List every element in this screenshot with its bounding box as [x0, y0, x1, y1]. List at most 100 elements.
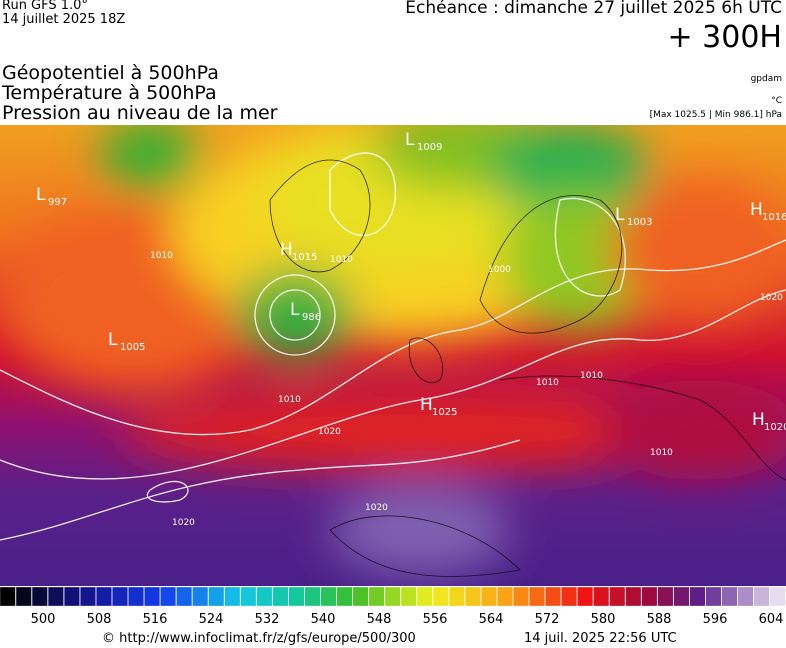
center-value: 997 [48, 197, 67, 208]
colorbar-label: 548 [367, 612, 392, 627]
color-swatch [529, 586, 545, 607]
center-letter: L [290, 300, 300, 320]
colorbar-label: 580 [591, 612, 616, 627]
color-swatch [224, 586, 241, 607]
valid-time: Echéance : dimanche 27 juillet 2025 6h U… [405, 0, 782, 18]
center-letter: H [752, 410, 765, 430]
colorbar-label: 588 [647, 612, 672, 627]
color-swatch [272, 586, 289, 607]
color-swatch [240, 586, 257, 607]
color-swatch [513, 586, 529, 607]
colorbar-label: 500 [31, 612, 56, 627]
isobar-label: 1000 [488, 265, 511, 275]
color-swatch [336, 586, 353, 607]
colorbar-label: 532 [255, 612, 280, 627]
color-swatch [160, 586, 176, 607]
color-swatch [705, 586, 722, 607]
color-swatch [384, 586, 401, 607]
center-letter: H [280, 240, 293, 260]
isobar-label: 1010 [278, 395, 301, 405]
color-swatch [256, 586, 273, 607]
color-swatch [448, 586, 465, 607]
color-swatch [208, 586, 225, 607]
color-swatch [657, 586, 674, 607]
center-letter: H [420, 395, 433, 415]
colorbar-label: 596 [703, 612, 728, 627]
color-swatch [432, 586, 449, 607]
center-value: 1009 [417, 142, 442, 153]
color-swatch [31, 586, 48, 607]
run-label: Run GFS 1.0° [2, 0, 88, 13]
lead-time: + 300H [667, 20, 783, 55]
center-value: 986 [302, 312, 321, 323]
field-title: Pression au niveau de la mer [2, 102, 278, 124]
color-swatch [769, 586, 786, 607]
color-swatch [96, 586, 112, 607]
unit-label: gpdam [750, 74, 782, 84]
color-swatch [465, 586, 481, 607]
color-swatch [545, 586, 561, 607]
colorbar-label: 572 [535, 612, 560, 627]
center-value: 1020 [764, 422, 786, 433]
color-swatch [753, 586, 770, 607]
color-swatch [112, 586, 128, 607]
color-swatch [593, 586, 610, 607]
color-swatch [416, 586, 433, 607]
color-swatch [352, 586, 369, 607]
center-value: 1015 [292, 252, 317, 263]
source-link: © http://www.infoclimat.fr/z/gfs/europe/… [102, 631, 416, 646]
field-title: Température à 500hPa [2, 82, 217, 104]
color-swatch [625, 586, 642, 607]
color-swatch [368, 586, 385, 607]
colorbar-label: 524 [199, 612, 224, 627]
colorbar-label: 516 [143, 612, 168, 627]
colorbar-label: 564 [479, 612, 504, 627]
isobar-label: 1010 [536, 378, 559, 388]
isobar-label: 1010 [150, 251, 173, 261]
isobar-label: 1020 [365, 503, 388, 513]
center-letter: L [36, 185, 46, 205]
color-swatch [721, 586, 738, 607]
range-label: [Max 1025.5 | Min 986.1] hPa [649, 110, 782, 120]
colorbar-label: 540 [311, 612, 336, 627]
center-letter: L [615, 205, 625, 225]
colorbar-label: 508 [87, 612, 112, 627]
isobar-label: 1010 [650, 448, 673, 458]
center-value: 1016 [762, 212, 786, 223]
color-swatch [577, 586, 594, 607]
center-value: 1025 [432, 407, 457, 418]
center-letter: H [750, 200, 763, 220]
color-swatch [673, 586, 690, 607]
isobar-label: 1020 [172, 518, 195, 528]
color-swatch [320, 586, 337, 607]
color-swatch [128, 586, 144, 607]
color-swatch [497, 586, 513, 607]
center-letter: L [405, 130, 415, 150]
color-swatch [288, 586, 305, 607]
color-swatch [64, 586, 80, 607]
color-swatch [561, 586, 578, 607]
color-swatch [80, 586, 96, 607]
color-swatch [15, 586, 32, 607]
color-swatch [176, 586, 193, 607]
colorbar-label: 556 [423, 612, 448, 627]
center-value: 1005 [120, 342, 145, 353]
isobar-label: 1010 [330, 255, 353, 265]
color-swatch [144, 586, 160, 607]
run-date: 14 juillet 2025 18Z [2, 12, 126, 27]
color-swatch [47, 586, 64, 607]
color-swatch [609, 586, 626, 607]
center-letter: L [108, 330, 118, 350]
isobar-label: 1010 [580, 371, 603, 381]
color-swatch [192, 586, 209, 607]
center-value: 1003 [627, 217, 652, 228]
field-title: Géopotentiel à 500hPa [2, 62, 219, 84]
isobar-label: 1020 [318, 427, 341, 437]
timestamp: 14 juil. 2025 22:56 UTC [524, 631, 677, 646]
colorbar-label: 604 [759, 612, 784, 627]
color-swatch [0, 586, 16, 607]
isobar-label: 1020 [760, 293, 783, 303]
color-swatch [737, 586, 754, 607]
